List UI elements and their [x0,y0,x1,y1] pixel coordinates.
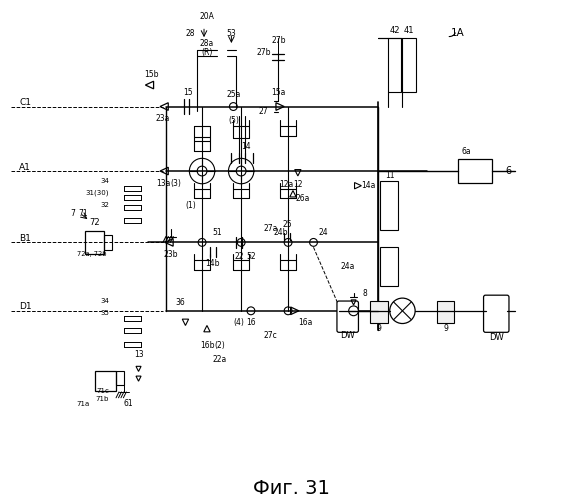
Text: DW: DW [340,330,355,340]
Text: DW: DW [489,332,504,342]
Text: (R): (R) [201,48,213,58]
Text: 12: 12 [293,180,303,189]
Text: 34: 34 [100,298,109,304]
Text: 52: 52 [246,252,256,260]
Text: 14: 14 [241,142,251,151]
Text: 36: 36 [175,298,185,308]
Text: 14a: 14a [361,181,375,190]
Text: 28a: 28a [200,38,214,48]
Text: 27b: 27b [257,48,271,58]
Text: 72: 72 [89,218,100,228]
Text: 27: 27 [259,107,268,116]
Text: 13: 13 [134,350,143,360]
Text: 16: 16 [246,318,256,327]
Text: 22a: 22a [213,355,227,364]
Bar [85,230,104,254]
Text: 15b: 15b [144,70,159,79]
Text: 25: 25 [282,220,292,230]
Text: 34: 34 [100,178,109,184]
Text: 35: 35 [100,310,109,316]
Text: 11: 11 [385,172,395,180]
Text: 25a: 25a [226,90,241,100]
Text: 72a, 72b: 72a, 72b [77,251,107,257]
Text: (2): (2) [215,340,225,349]
Bar [458,160,493,183]
Text: 13a: 13a [156,180,170,188]
Text: D1: D1 [19,302,32,312]
Text: 15: 15 [184,88,193,98]
Text: 9: 9 [377,324,381,333]
Bar [380,181,398,230]
Text: 41: 41 [404,26,415,35]
Text: 26a: 26a [296,194,310,203]
Text: (4): (4) [234,318,245,327]
Text: 71a: 71a [76,400,90,406]
Text: 16b: 16b [200,340,214,349]
Text: (5): (5) [228,116,239,124]
Text: 8: 8 [363,288,368,298]
Bar [116,372,124,385]
Text: 23b: 23b [164,250,178,258]
Text: 24: 24 [318,228,328,237]
Text: 31(30): 31(30) [86,190,109,196]
Text: 61: 61 [124,399,134,408]
Text: 6: 6 [505,166,511,176]
Text: 16a: 16a [298,318,313,327]
Bar [437,301,454,322]
Bar [104,234,112,250]
Text: 22: 22 [234,252,244,260]
Text: 23a: 23a [156,114,170,123]
Text: 1A: 1A [451,28,465,38]
Text: 7: 7 [71,208,75,218]
Text: 53: 53 [227,28,236,38]
Text: 32: 32 [100,202,109,208]
Bar [388,38,402,92]
Text: 6a: 6a [461,147,471,156]
Text: Фиг. 31: Фиг. 31 [252,479,329,498]
Text: 27b: 27b [271,36,286,44]
Text: 24b: 24b [274,228,289,237]
Text: 15a: 15a [271,88,286,98]
Text: (1): (1) [185,201,196,210]
Text: B1: B1 [19,234,31,243]
Text: 20A: 20A [199,12,215,21]
Text: (3): (3) [170,180,181,188]
Text: 27a: 27a [264,224,278,233]
FancyBboxPatch shape [483,295,509,333]
Text: 12a: 12a [279,180,293,189]
Bar [370,301,388,322]
Text: 27c: 27c [264,330,278,340]
Text: 71b: 71b [96,396,109,402]
FancyBboxPatch shape [337,301,359,332]
Bar [94,372,116,391]
Text: 28: 28 [185,28,195,38]
Text: C1: C1 [19,98,31,107]
Bar [380,248,398,286]
Text: 71: 71 [78,208,87,218]
Text: 14b: 14b [206,260,220,268]
Text: A1: A1 [19,162,31,172]
Bar [402,38,416,92]
Text: 9: 9 [443,324,448,333]
Text: 24a: 24a [340,262,355,272]
Text: 71c: 71c [96,388,109,394]
Text: 51: 51 [212,228,222,237]
Text: 42: 42 [389,26,400,35]
